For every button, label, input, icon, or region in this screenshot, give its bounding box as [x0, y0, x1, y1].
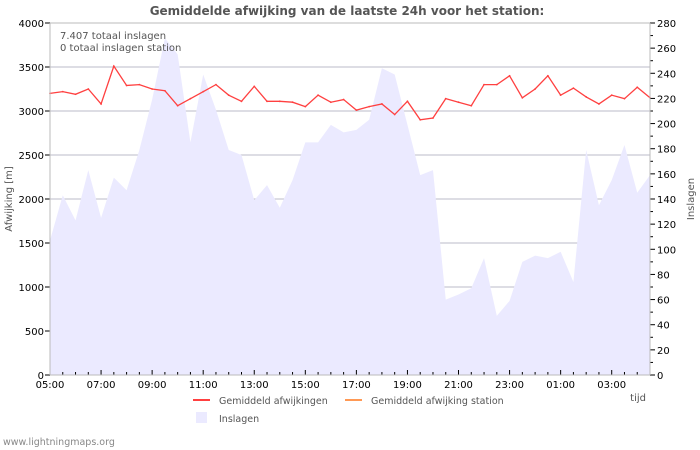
avg-deviation-point	[406, 100, 409, 103]
avg-deviation-point	[266, 100, 268, 103]
avg-deviation-point	[483, 83, 485, 86]
avg-deviation-point	[432, 117, 434, 119]
avg-deviation-line	[49, 64, 651, 121]
x-tick-label: 19:00	[393, 380, 422, 391]
y-tick-label: 0	[38, 371, 44, 382]
avg-deviation-point	[419, 118, 422, 121]
x-tick-label: 01:00	[546, 380, 575, 391]
y2-tick-label: 160	[657, 170, 676, 181]
avg-deviation-point	[202, 90, 205, 93]
y2-tick-label: 200	[657, 120, 676, 131]
avg-deviation-point	[74, 93, 77, 96]
avg-deviation-point	[176, 104, 179, 107]
x-tick-label: 07:00	[87, 380, 116, 391]
annotation-total-strikes: 7.407 totaal inslagen	[60, 31, 166, 42]
x-tick-label: 23:00	[495, 380, 524, 391]
avg-deviation-point	[457, 101, 460, 104]
y2-tick-label: 260	[657, 44, 676, 55]
y2-axis-label: Inslagen	[686, 178, 697, 220]
avg-deviation-point	[355, 109, 358, 112]
avg-deviation-point	[636, 86, 639, 89]
x-tick-label: 11:00	[189, 380, 218, 391]
avg-deviation-point	[291, 101, 294, 104]
avg-deviation-point	[559, 94, 562, 97]
avg-deviation-point	[189, 97, 192, 100]
y-tick-label: 500	[25, 327, 44, 338]
avg-deviation-point	[572, 87, 575, 90]
y-tick-label: 1000	[19, 283, 44, 294]
y-tick-label: 4000	[19, 19, 44, 30]
x-tick-label: 15:00	[291, 380, 320, 391]
x-tick-label: 17:00	[342, 380, 371, 391]
avg-deviation-point	[253, 85, 256, 88]
strikes-area	[50, 38, 650, 375]
x-axis-label: tijd	[630, 393, 646, 404]
avg-deviation-point	[598, 103, 600, 105]
y-tick-label: 3500	[19, 63, 44, 74]
y2-tick-label: 180	[657, 145, 676, 156]
avg-deviation-point	[329, 101, 332, 104]
avg-deviation-point	[317, 94, 319, 97]
x-tick-label: 05:00	[36, 380, 65, 391]
y2-tick-label: 100	[657, 245, 676, 256]
footer-link[interactable]: www.lightningmaps.org	[3, 437, 115, 448]
avg-deviation-point	[444, 97, 447, 100]
avg-deviation-point	[278, 100, 281, 103]
y-tick-label: 3000	[19, 107, 44, 118]
y-axis-label: Afwijking [m]	[4, 166, 15, 232]
avg-deviation-point	[240, 100, 243, 103]
legend-label-station: Gemiddeld afwijking station	[371, 396, 504, 407]
y2-tick-label: 60	[657, 296, 670, 307]
avg-deviation-point	[521, 96, 524, 99]
y-tick-label: 2500	[19, 151, 44, 162]
y2-tick-label: 40	[657, 321, 670, 332]
y-tick-label: 2000	[19, 195, 44, 206]
avg-deviation-point	[393, 113, 396, 116]
avg-deviation-point	[304, 105, 307, 108]
avg-deviation-point	[125, 84, 128, 87]
avg-deviation-point	[508, 74, 511, 77]
avg-deviation-point	[534, 88, 537, 90]
avg-deviation-point	[470, 104, 473, 107]
avg-deviation-point	[112, 65, 115, 68]
legend-label-strikes: Inslagen	[219, 414, 259, 425]
y-tick-label: 1500	[19, 239, 44, 250]
y2-tick-label: 140	[657, 195, 676, 206]
chart-title: Gemiddelde afwijking van de laatste 24h …	[150, 4, 545, 18]
annotation-station-strikes: 0 totaal inslagen station	[60, 43, 181, 54]
avg-deviation-point	[151, 88, 154, 90]
y2-tick-label: 0	[657, 371, 663, 382]
avg-deviation-point	[495, 83, 498, 86]
legend-label-avg: Gemiddeld afwijkingen	[219, 396, 328, 407]
x-tick-label: 03:00	[597, 380, 626, 391]
avg-deviation-point	[546, 74, 549, 77]
avg-deviation-point	[610, 94, 613, 97]
avg-deviation-point	[227, 94, 230, 97]
x-tick-label: 21:00	[444, 380, 473, 391]
avg-deviation-point	[100, 103, 102, 105]
avg-deviation-point	[623, 97, 626, 100]
y2-tick-label: 240	[657, 69, 676, 80]
avg-deviation-point	[368, 105, 371, 108]
avg-deviation-point	[61, 90, 64, 93]
avg-deviation-point	[87, 88, 90, 90]
avg-deviation-point	[381, 103, 383, 105]
avg-deviation-point	[138, 83, 141, 86]
avg-deviation-point	[585, 96, 588, 98]
legend: Gemiddeld afwijkingen Gemiddeld afwijkin…	[193, 396, 504, 425]
avg-deviation-point	[215, 83, 217, 86]
x-tick-label: 13:00	[240, 380, 269, 391]
y2-tick-label: 120	[657, 220, 676, 231]
y2-tick-label: 280	[657, 19, 676, 30]
avg-deviation-point	[342, 98, 345, 101]
x-tick-label: 09:00	[138, 380, 167, 391]
avg-deviation-point	[163, 89, 166, 92]
y2-tick-label: 20	[657, 346, 670, 357]
y2-tick-label: 80	[657, 270, 670, 281]
y2-tick-label: 220	[657, 94, 676, 105]
legend-swatch-strikes	[196, 412, 207, 423]
